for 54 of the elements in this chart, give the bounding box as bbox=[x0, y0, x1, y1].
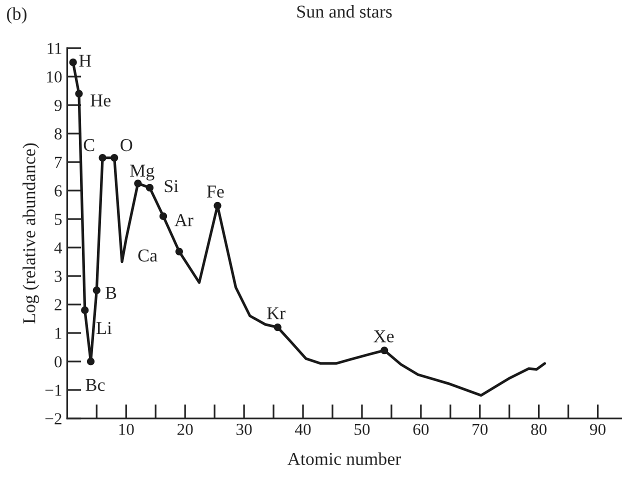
point bbox=[81, 306, 89, 314]
annotation: He bbox=[90, 94, 111, 107]
y-tick-label: 1 bbox=[55, 328, 62, 339]
y-tick-label: 9 bbox=[54, 100, 62, 112]
x-tick-label: 20 bbox=[177, 424, 193, 436]
point bbox=[274, 324, 282, 332]
y-axis-title: Log (relative abundance) bbox=[22, 143, 40, 324]
x-tick-label: 70 bbox=[472, 424, 488, 436]
y-tick-label: 5 bbox=[54, 214, 62, 225]
point bbox=[110, 154, 118, 162]
annotation: Bc bbox=[86, 379, 105, 392]
point bbox=[98, 154, 106, 162]
point bbox=[175, 248, 183, 256]
annotation: Fe bbox=[206, 186, 224, 198]
text: (b) bbox=[7, 7, 26, 24]
y-tick-label: 2 bbox=[54, 299, 62, 310]
point bbox=[92, 286, 100, 294]
annotation: Xe bbox=[374, 330, 394, 342]
y-tick-label: 0 bbox=[54, 356, 62, 368]
y-tick-label: 11 bbox=[48, 42, 62, 54]
x-tick-label: 60 bbox=[413, 424, 429, 436]
y-tick-label: 10 bbox=[47, 71, 62, 83]
annotation: C bbox=[84, 139, 94, 152]
point bbox=[146, 184, 154, 192]
annotation: Mg bbox=[130, 164, 154, 181]
x-axis-title: Atomic number bbox=[288, 452, 402, 466]
y-tick-label: −2 bbox=[45, 413, 62, 424]
point bbox=[159, 212, 168, 220]
annotation: Kr bbox=[267, 307, 286, 320]
x-tick-label: 30 bbox=[236, 424, 252, 436]
point bbox=[69, 58, 77, 66]
y-tick-label: 6 bbox=[54, 185, 62, 196]
y-tick-label: 3 bbox=[54, 270, 62, 282]
point bbox=[75, 90, 83, 98]
point bbox=[86, 358, 95, 366]
annotation: Ca bbox=[138, 249, 158, 262]
point bbox=[380, 346, 388, 354]
x-tick-label: 90 bbox=[590, 424, 606, 436]
point bbox=[214, 202, 222, 210]
annotation: Si bbox=[164, 180, 178, 192]
annotation: B bbox=[106, 286, 116, 299]
x-tick-label: 80 bbox=[531, 424, 547, 436]
x-tick-label: 10 bbox=[119, 424, 134, 436]
chart-title: Sun and stars bbox=[297, 5, 392, 18]
x-tick-label: 40 bbox=[295, 424, 311, 436]
y-tick-label: 4 bbox=[54, 242, 62, 254]
annotation: O bbox=[120, 139, 132, 152]
y-tick-label: 7 bbox=[55, 156, 62, 168]
annotation: H bbox=[79, 54, 92, 67]
annotation: Ar bbox=[174, 214, 194, 226]
y-tick-label: −1 bbox=[45, 384, 62, 396]
x-tick-label: 50 bbox=[354, 424, 370, 436]
y-tick-label: 8 bbox=[54, 128, 62, 140]
annotation: Li bbox=[96, 322, 112, 334]
